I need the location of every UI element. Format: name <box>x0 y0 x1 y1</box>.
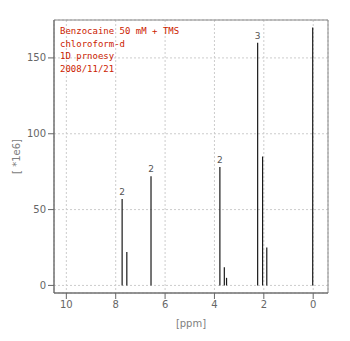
svg-text:6: 6 <box>162 299 168 310</box>
svg-text:0: 0 <box>310 299 316 310</box>
svg-text:3: 3 <box>255 31 261 41</box>
svg-text:150: 150 <box>27 52 46 63</box>
svg-text:[ppm]: [ppm] <box>176 318 206 329</box>
svg-text:8: 8 <box>113 299 119 310</box>
html-text:Benzocaine 50 mM + TMS chlorof: Benzocaine 50 mM + TMS chloroform-d 1D p… <box>60 26 180 74</box>
svg-text:[ *1e6]: [ *1e6] <box>11 139 22 174</box>
svg-text:10: 10 <box>60 299 73 310</box>
svg-text:50: 50 <box>33 204 46 215</box>
svg-text:4: 4 <box>211 299 217 310</box>
svg-text:100: 100 <box>27 128 46 139</box>
svg-text:2: 2 <box>119 187 125 197</box>
svg-text:2: 2 <box>148 164 154 174</box>
svg-text:2: 2 <box>217 155 223 165</box>
svg-text:2: 2 <box>261 299 267 310</box>
svg-text:0: 0 <box>40 280 46 291</box>
